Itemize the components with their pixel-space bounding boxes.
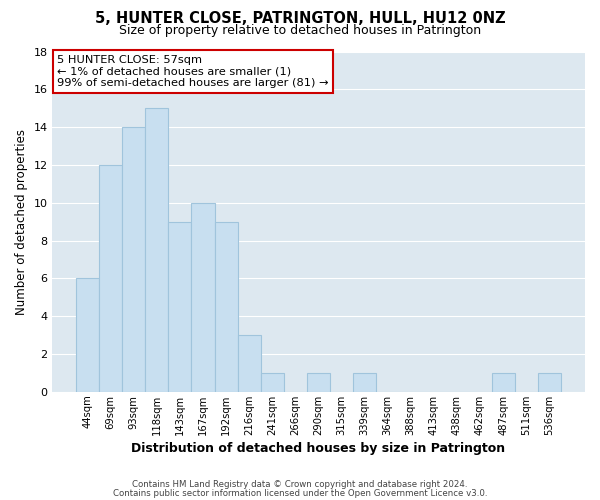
Bar xyxy=(491,373,515,392)
Text: 5, HUNTER CLOSE, PATRINGTON, HULL, HU12 0NZ: 5, HUNTER CLOSE, PATRINGTON, HULL, HU12 … xyxy=(95,11,505,26)
Bar xyxy=(145,108,169,392)
Bar xyxy=(538,373,561,392)
Bar xyxy=(353,373,376,392)
X-axis label: Distribution of detached houses by size in Patrington: Distribution of detached houses by size … xyxy=(131,442,505,455)
Text: Contains HM Land Registry data © Crown copyright and database right 2024.: Contains HM Land Registry data © Crown c… xyxy=(132,480,468,489)
Bar xyxy=(169,222,191,392)
Text: Contains public sector information licensed under the Open Government Licence v3: Contains public sector information licen… xyxy=(113,488,487,498)
Bar xyxy=(238,335,261,392)
Bar xyxy=(261,373,284,392)
Text: Size of property relative to detached houses in Patrington: Size of property relative to detached ho… xyxy=(119,24,481,37)
Bar xyxy=(307,373,330,392)
Bar xyxy=(76,278,99,392)
Bar xyxy=(99,165,122,392)
Text: 5 HUNTER CLOSE: 57sqm
← 1% of detached houses are smaller (1)
99% of semi-detach: 5 HUNTER CLOSE: 57sqm ← 1% of detached h… xyxy=(57,55,329,88)
Bar xyxy=(191,203,215,392)
Bar xyxy=(122,127,145,392)
Y-axis label: Number of detached properties: Number of detached properties xyxy=(15,128,28,314)
Bar xyxy=(215,222,238,392)
